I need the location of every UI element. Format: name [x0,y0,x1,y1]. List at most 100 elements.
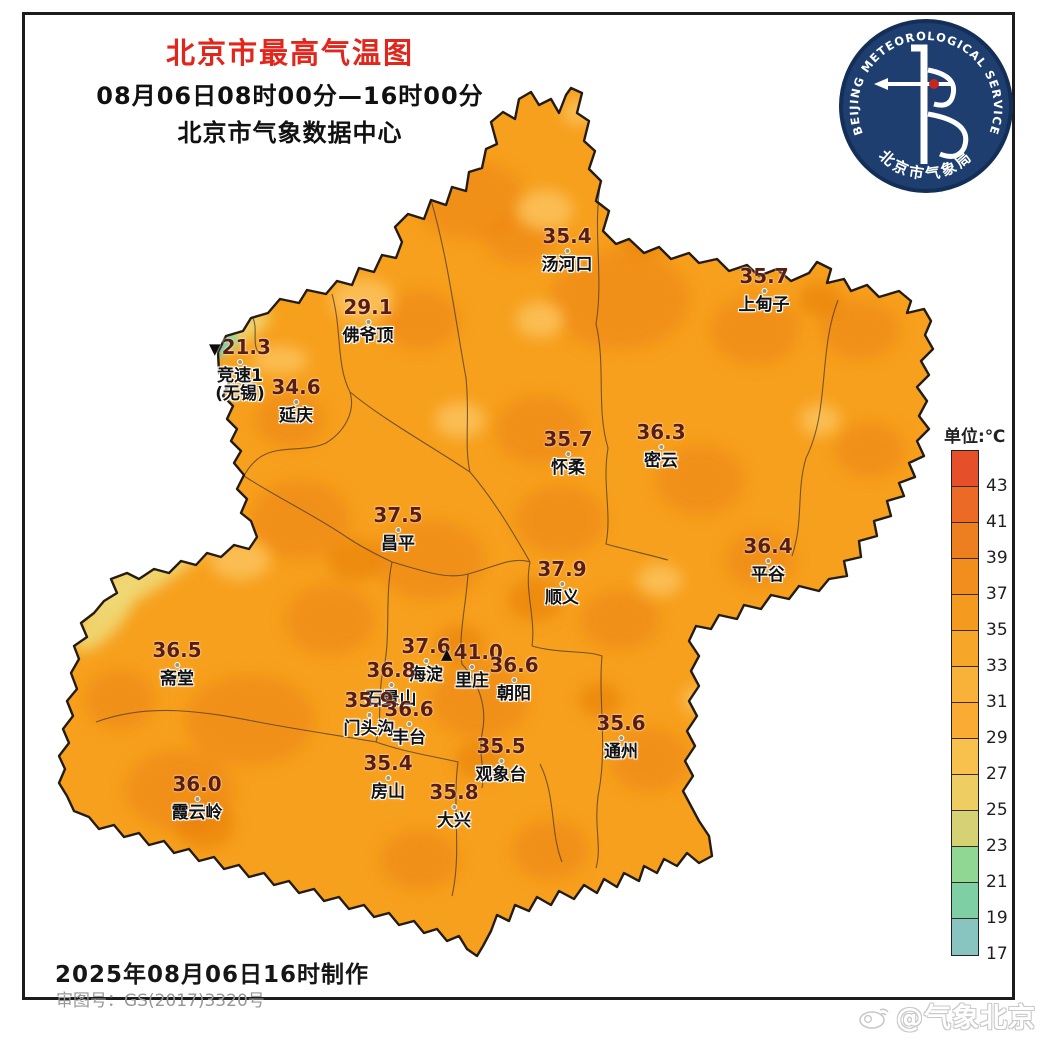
station-name: 上甸子 [738,295,790,315]
station-dot-icon [388,682,394,688]
station: 35.7 怀柔 [543,429,592,477]
station: 29.1 佛爷顶 [343,297,394,345]
legend-tick: 43 [986,476,1008,496]
station: 36.4 平谷 [743,536,792,584]
legend-segment [952,559,978,595]
station: 36.8 石景山 [366,660,417,708]
legend-unit-label: 单位:℃ [944,427,1006,447]
legend-segment [952,667,978,703]
station-name: 通州 [603,742,638,762]
station-value: 36.8 [366,658,416,682]
station: 35.5 观象台 [476,736,527,784]
station-value: 36.0 [172,772,222,796]
station-name: 观象台 [475,765,527,785]
station-name: 门头沟 [343,719,395,739]
watermark: @气象北京 [858,996,1036,1035]
station: 37.6 海淀 [401,636,450,684]
station-value: 37.5 [373,503,423,527]
legend-tick: 37 [986,584,1008,604]
review-number-value: GS(2017)3320号 [124,991,265,1011]
district-borders [95,180,839,897]
station: ▼21.3 竞速1 (无锡) [209,337,271,403]
station-dot-icon [510,677,517,683]
station-dot-icon [564,451,571,457]
min-temp-marker-icon: ▼ [209,340,221,358]
station-dot-icon [173,662,180,668]
station-dot-icon [384,775,391,781]
station-dot-icon [422,658,429,664]
review-number-label: 审图号： [56,991,124,1011]
legend-tick: 39 [986,548,1008,568]
station: 36.6 朝阳 [489,655,538,703]
legend-bar [951,450,979,956]
time-range: 08月06日08时00分—16时00分 [96,82,484,110]
station-name: 密云 [643,451,678,471]
legend-tick: 23 [986,836,1008,856]
made-time: 2025年08月06日16时制作 [55,962,370,988]
station: 36.5 斋堂 [152,640,201,688]
wind-vane-icon [874,44,969,164]
station-value: 29.1 [343,295,393,319]
station-name: 昌平 [380,534,415,554]
station-name: 丰台 [391,728,426,748]
station-value: 35.5 [476,734,526,758]
station-value: 36.5 [152,638,202,662]
station-dot-icon [237,359,243,365]
legend-tick: 25 [986,800,1008,820]
station-name: 里庄 [455,671,489,691]
weibo-icon [859,1008,889,1029]
station-name: 房山 [370,782,405,802]
station-name: 竞速1 [217,366,263,386]
station-value: 35.6 [596,711,646,735]
station-dot-icon [366,712,372,718]
max-temp-marker-icon: ▲ [441,645,453,663]
station-value: ▼21.3 [209,335,271,359]
station-dot-icon [469,664,475,670]
station-name-line2: (无锡) [215,384,265,404]
agency-logo: BEIJING METEOROLOGICAL SERVICE 北京市气象局 [838,18,1014,198]
legend-segment [952,451,978,487]
station-value: 37.9 [537,557,587,581]
station-name: 斋堂 [159,669,194,689]
station-dot-icon [394,527,401,533]
legend-tick: 35 [986,620,1008,640]
legend-segment [952,739,978,775]
station-name: 平谷 [750,565,785,585]
station-name: 怀柔 [550,458,585,478]
station-dot-icon [564,248,570,254]
station: 36.3 密云 [636,422,685,470]
page-title: 北京市最高气温图 [165,36,414,70]
station: 37.5 昌平 [373,505,422,553]
legend-tick: 31 [986,692,1008,712]
station-value: 37.6 [401,634,451,658]
station: 35.4 汤河口 [542,226,593,274]
legend-segment [952,631,978,667]
legend-tick: 17 [986,944,1008,964]
station: 36.6 丰台 [384,699,433,747]
legend-segment [952,523,978,559]
legend-tick: 33 [986,656,1008,676]
station-name: 霞云岭 [171,803,223,823]
station-value: 36.6 [384,697,434,721]
station-value: 35.7 [543,427,593,451]
station-name: 海淀 [408,665,443,685]
station-name: 佛爷顶 [342,326,394,346]
station-value: 36.3 [636,420,686,444]
map-frame-border [22,12,1015,1000]
station-dot-icon [498,758,504,764]
station: 35.9 门头沟 [344,690,395,738]
logo-red-dot [929,79,939,89]
station-name: 石景山 [365,689,417,709]
legend-segment [952,487,978,523]
legend-tick: 29 [986,728,1008,748]
station-dot-icon [657,444,664,450]
legend-tick: 41 [986,512,1008,532]
legend-segment [952,847,978,883]
station: 37.9 顺义 [537,559,586,607]
station-name: 延庆 [278,406,313,426]
legend-segment [952,775,978,811]
station: 34.6 延庆 [271,377,320,425]
station-dot-icon [761,288,767,294]
